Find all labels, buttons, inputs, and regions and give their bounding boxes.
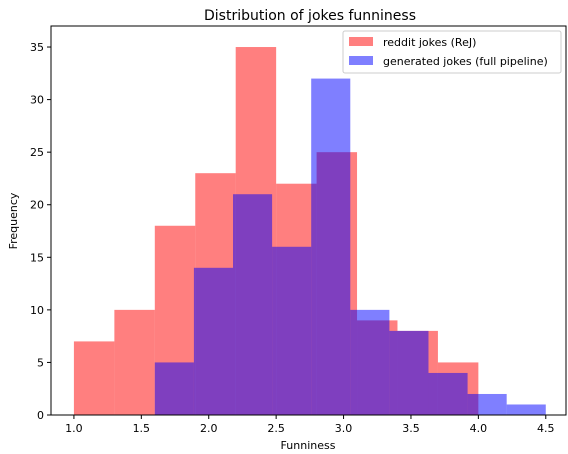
bar-generated-5 xyxy=(350,309,390,415)
bar-generated-6 xyxy=(389,330,429,415)
y-tick-label: 20 xyxy=(30,199,44,212)
y-tick-label: 10 xyxy=(30,304,44,317)
bar-generated-8 xyxy=(467,393,507,415)
bar-generated-4 xyxy=(311,78,351,415)
x-tick-label: 3.5 xyxy=(402,422,420,435)
bar-generated-9 xyxy=(506,404,546,415)
bar-generated-3 xyxy=(272,246,312,415)
bar-reddit-0 xyxy=(73,341,115,415)
y-tick-label: 15 xyxy=(30,251,44,264)
legend-label-generated: generated jokes (full pipeline) xyxy=(383,55,548,68)
legend: reddit jokes (ReJ) generated jokes (full… xyxy=(342,30,562,74)
x-axis-label: Funniness xyxy=(281,439,336,452)
bar-reddit-1 xyxy=(114,309,155,415)
bar-generated-0 xyxy=(154,362,194,415)
y-tick-label: 35 xyxy=(30,41,44,54)
x-tick-label: 1.0 xyxy=(65,422,83,435)
y-tick-label: 0 xyxy=(37,409,44,422)
x-tick-label: 2.0 xyxy=(200,422,218,435)
legend-swatch-generated xyxy=(349,56,373,65)
y-axis-label: Frequency xyxy=(7,192,20,249)
x-tick-label: 1.5 xyxy=(133,422,151,435)
y-tick-label: 5 xyxy=(37,356,44,369)
bar-generated-2 xyxy=(233,194,273,415)
bars-layer xyxy=(73,47,546,415)
x-tick-label: 4.0 xyxy=(470,422,488,435)
y-tick-label: 25 xyxy=(30,146,44,159)
chart-title: Distribution of jokes funniness xyxy=(204,8,416,24)
x-axis: 1.0 1.5 2.0 2.5 3.0 3.5 4.0 4.5 xyxy=(65,415,555,435)
x-tick-label: 4.5 xyxy=(537,422,555,435)
y-tick-label: 30 xyxy=(30,94,44,107)
legend-swatch-reddit xyxy=(349,37,373,46)
legend-label-reddit: reddit jokes (ReJ) xyxy=(383,36,476,49)
legend-box xyxy=(342,30,562,74)
bar-generated-1 xyxy=(193,267,234,415)
y-axis: 0 5 10 15 20 25 30 35 xyxy=(30,41,51,422)
x-tick-label: 3.0 xyxy=(335,422,353,435)
bar-generated-7 xyxy=(428,372,468,415)
plot-frame xyxy=(50,25,567,416)
x-tick-label: 2.5 xyxy=(267,422,285,435)
